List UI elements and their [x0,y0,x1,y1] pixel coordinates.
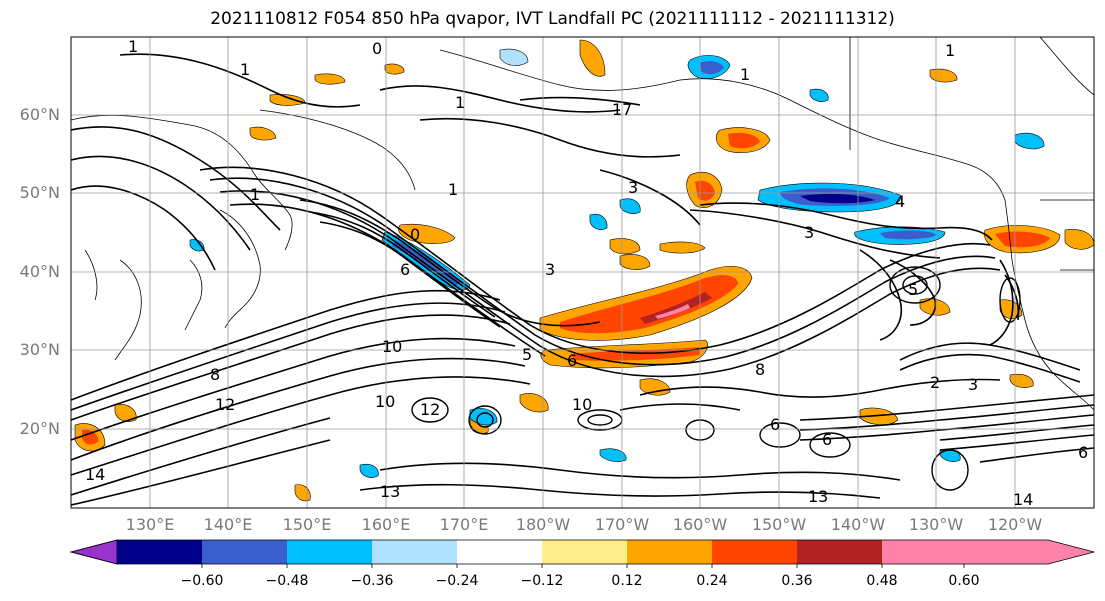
lon-label: 130°E [125,515,175,534]
lon-label: 140°W [830,515,886,534]
contour-label: 3 [545,260,555,279]
map-title: 2021110812 F054 850 hPa qvapor, IVT Land… [210,9,895,29]
lon-label: 150°W [751,515,807,534]
colorbar-tick-label: 0.60 [948,573,980,589]
lon-label: 130°W [908,515,964,534]
lon-label: 160°E [361,515,411,534]
contour-label: 13 [380,482,400,501]
contour-label-group: 1 0 1 1 1 1 1 17 3 1 3 0 4 3 5 6 6 8 8 1… [85,37,1088,509]
colorbar-bin [882,540,964,564]
contour-label: 1 [945,41,955,60]
lat-label-30n: 30°N [19,340,60,359]
contour-label: 1 [240,60,250,79]
colorbar-bin [117,540,202,564]
colorbar-extend-high [964,540,1094,564]
contour-label: 8 [755,360,765,379]
colorbar-tick-label: −0.24 [435,573,479,589]
contour-label: 14 [85,465,105,484]
lon-label: 150°E [282,515,332,534]
map-content: 1 0 1 1 1 1 1 17 3 1 3 0 4 3 5 6 6 8 8 1… [71,37,1094,509]
contour-label: 6 [822,430,832,449]
contour-label: 3 [968,375,978,394]
contour-label: 13 [808,487,828,506]
lat-label-60n: 60°N [19,105,60,124]
colorbar-tick-label: 0.48 [866,573,898,589]
contour-label: 14 [1013,490,1033,509]
map-background [71,37,1094,508]
contour-label: 0 [410,225,420,244]
lon-label: 120°W [987,515,1043,534]
colorbar-ticks [201,564,965,568]
colorbar-tick-label: 0.36 [781,573,813,589]
map-frame [70,36,1095,509]
colorbar [69,539,1096,568]
contour-label: 6 [567,351,577,370]
contour-label: 10 [572,395,592,414]
contour-label: 8 [210,365,220,384]
lat-label-40n: 40°N [19,262,60,281]
contour-label: 3 [804,223,814,242]
colorbar-extend-low [69,539,118,565]
contour-label: 1 [448,180,458,199]
contour-label: 5 [522,345,532,364]
colorbar-tick-label: 0.12 [611,573,643,589]
lat-lon-grid [71,37,1094,508]
contour-label: 6 [400,260,410,279]
colorbar-bin [372,540,457,564]
colorbar-bin [627,540,712,564]
contour-label: 1 [128,37,138,56]
contour-label: 12 [215,395,235,414]
contour-label: 1 [740,65,750,84]
lat-label-50n: 50°N [19,183,60,202]
positive-anomaly-shading [74,39,1094,502]
colorbar-bin [457,540,542,564]
colorbar-bin [797,540,882,564]
contour-label: 1 [455,93,465,112]
contour-label: 10 [382,337,402,356]
colorbar-bin [287,540,372,564]
contour-label: 3 [628,178,638,197]
colorbar-tick-label: −0.48 [265,573,309,589]
colorbar-tick-label: −0.36 [350,573,394,589]
contour-label: 6 [770,415,780,434]
contour-label: 1 [250,185,260,204]
lon-label: 140°E [203,515,253,534]
colorbar-tick-label: 0.24 [696,573,728,589]
contour-label: 5 [908,280,918,299]
lon-label: 160°W [672,515,728,534]
contour-label: 12 [420,400,440,419]
contour-label: 17 [612,100,632,119]
contour-label: 10 [375,392,395,411]
colorbar-tick-label: −0.12 [520,573,564,589]
colorbar-bin [542,540,627,564]
colorbar-tick-label: −0.60 [180,573,224,589]
colorbar-outline [69,539,1096,565]
contour-label: 4 [895,192,905,211]
lat-label-20n: 20°N [19,419,60,438]
lon-label: 180°W [515,515,571,534]
lon-label: 170°W [594,515,650,534]
colorbar-bin [202,540,287,564]
contour-label: 2 [930,373,940,392]
lon-label: 170°E [439,515,489,534]
colorbar-bin [712,540,797,564]
contour-label: 6 [1078,443,1088,462]
contour-label: 0 [372,39,382,58]
